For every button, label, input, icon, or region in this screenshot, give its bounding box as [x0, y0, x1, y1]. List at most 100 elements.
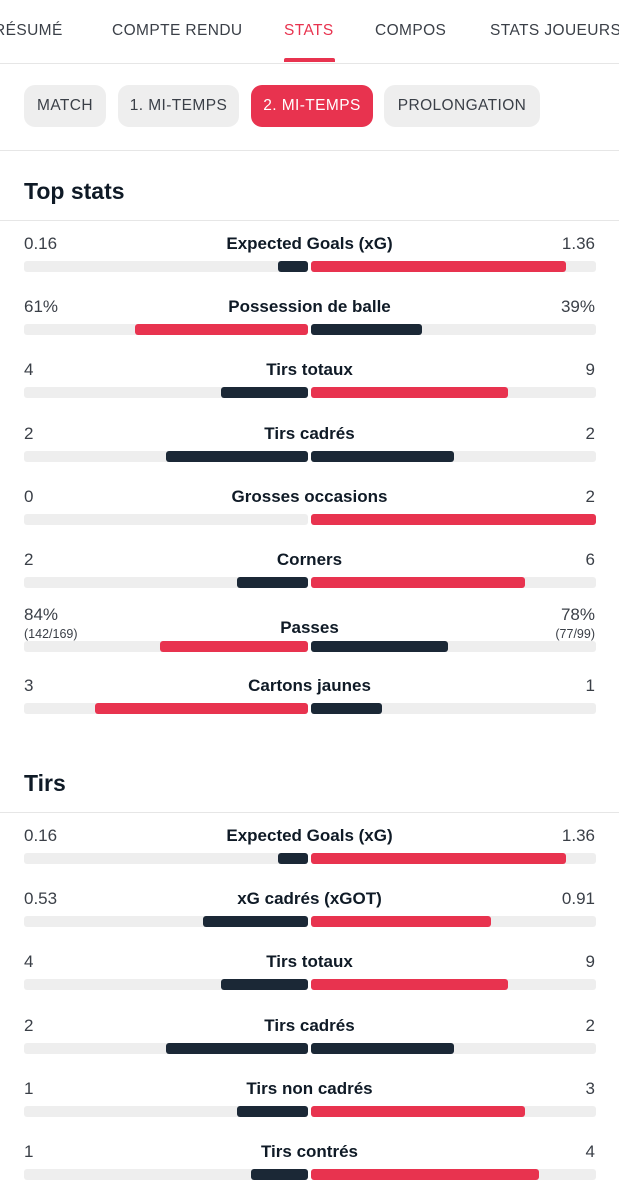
stat-label: Expected Goals (xG): [226, 234, 393, 253]
away-bar-track: [311, 577, 596, 588]
home-bar-track: [24, 450, 308, 462]
stat-row-passes: 84% Passes 78% (142/169) (77/99): [0, 605, 619, 668]
home-bar-track: [24, 1042, 308, 1054]
away-bar-fill: [311, 387, 508, 399]
stat-label: Grosses occasions: [231, 486, 388, 506]
stat-label: Possession de balle: [228, 297, 391, 317]
away-value: 9: [585, 360, 595, 380]
away-bar-fill: [311, 1042, 454, 1054]
home-value: 3: [24, 676, 34, 696]
away-bar-track: [311, 703, 596, 715]
away-value: 2: [585, 1015, 595, 1035]
tab-stats[interactable]: STATS: [284, 22, 334, 39]
home-bar-fill: [237, 577, 308, 588]
period-second-half-button[interactable]: 2. MI-TEMPS: [251, 85, 373, 127]
stat-label: Tirs non cadrés: [246, 1078, 373, 1098]
stat-label: Passes: [280, 618, 339, 638]
home-bar-fill: [251, 1169, 308, 1180]
home-bar-fill: [160, 641, 308, 653]
stat-row-tirs-cadres: 2 Tirs cadrés 2: [0, 1008, 619, 1071]
tab-resume[interactable]: RÉSUMÉ: [0, 22, 63, 39]
away-bar-track: [311, 641, 596, 653]
section-title-top-stats: Top stats: [24, 178, 125, 204]
stat-label: Cartons jaunes: [248, 676, 371, 696]
stat-row-corners: 2 Corners 6: [0, 542, 619, 605]
stat-label: Tirs cadrés: [264, 1015, 355, 1035]
stat-row-expected-goals-xg: 0.16 Expected Goals (xG) 1.36: [0, 226, 619, 289]
period-selector: MATCH 1. MI-TEMPS 2. MI-TEMPS PROLONGATI…: [0, 64, 619, 151]
stat-row-tirs-non-cadres: 1 Tirs non cadrés 3: [0, 1071, 619, 1134]
away-bar-fill: [311, 641, 448, 653]
away-value: 0.91: [561, 889, 595, 909]
home-value: 0.16: [24, 234, 58, 253]
away-bar-track: [311, 513, 596, 525]
home-bar-track: [24, 979, 308, 991]
home-value: 1: [24, 1078, 34, 1098]
stat-row-grosses-occasions: 0 Grosses occasions 2: [0, 479, 619, 542]
stats-tab-bar: RÉSUMÉ COMPTE RENDU STATS COMPOS STATS J…: [0, 0, 619, 64]
tab-compte-rendu[interactable]: COMPTE RENDU: [112, 22, 243, 39]
away-value: 3: [585, 1078, 595, 1098]
period-match-button[interactable]: MATCH: [24, 85, 106, 127]
stat-row-cartons-jaunes: 3 Cartons jaunes 1: [0, 668, 619, 731]
home-bar-track: [24, 324, 308, 336]
home-bar-fill: [166, 1042, 308, 1054]
home-bar-fill: [203, 916, 308, 928]
away-value: 4: [585, 1142, 595, 1161]
tab-compos[interactable]: COMPOS: [375, 22, 447, 39]
stat-label: Corners: [276, 550, 343, 569]
away-sub-value: (77/99): [555, 627, 595, 642]
away-bar-track: [311, 387, 596, 399]
away-bar-track: [311, 1042, 596, 1054]
home-value: 4: [24, 360, 34, 380]
home-value: 61%: [24, 297, 59, 317]
away-bar-fill: [311, 703, 382, 715]
away-bar-fill: [311, 513, 596, 525]
away-bar-track: [311, 1169, 596, 1180]
tab-stats-joueurs[interactable]: STATS JOUEURS: [490, 22, 619, 39]
stat-row-tirs-totaux: 4 Tirs totaux 9: [0, 352, 619, 415]
home-bar-track: [24, 703, 308, 715]
away-bar-fill: [311, 261, 566, 272]
home-value: 2: [24, 550, 34, 569]
stat-label: xG cadrés (xGOT): [237, 889, 382, 909]
away-bar-fill: [311, 577, 525, 588]
home-value: 4: [24, 952, 34, 972]
away-bar-fill: [311, 853, 566, 864]
away-value: 1.36: [561, 234, 595, 253]
home-value: 0: [24, 486, 34, 506]
stat-label: Tirs totaux: [266, 360, 353, 380]
stat-row-expected-goals-xg: 0.16 Expected Goals (xG) 1.36: [0, 818, 619, 881]
away-bar-fill: [311, 1169, 539, 1180]
stat-row-possession-de-balle: 61% Possession de balle 39%: [0, 289, 619, 352]
away-bar-track: [311, 916, 596, 928]
stat-label: Tirs totaux: [266, 952, 353, 972]
home-bar-fill: [237, 1105, 308, 1117]
home-bar-track: [24, 261, 308, 272]
home-value: 84%: [24, 605, 59, 625]
away-value: 6: [585, 550, 595, 569]
away-bar-fill: [311, 979, 508, 991]
home-bar-fill: [278, 261, 308, 272]
home-bar-track: [24, 916, 308, 928]
home-bar-track: [24, 513, 308, 525]
period-extra-time-button[interactable]: PROLONGATION: [384, 85, 540, 127]
away-bar-fill: [311, 450, 454, 462]
away-value: 78%: [560, 605, 595, 625]
home-value: 2: [24, 1015, 34, 1035]
home-sub-value: (142/169): [24, 627, 78, 642]
away-bar-fill: [311, 916, 491, 928]
away-bar-track: [311, 853, 596, 864]
home-value: 0.53: [24, 889, 58, 909]
home-value: 2: [24, 423, 34, 443]
period-first-half-button[interactable]: 1. MI-TEMPS: [118, 85, 239, 127]
away-value: 9: [585, 952, 595, 972]
away-value: 2: [585, 486, 595, 506]
home-bar-track: [24, 641, 308, 653]
home-bar-track: [24, 577, 308, 588]
away-value: 2: [585, 423, 595, 443]
home-bar-fill: [221, 979, 308, 991]
section-title-tirs: Tirs: [24, 770, 66, 796]
away-bar-fill: [311, 324, 422, 336]
away-bar-track: [311, 261, 596, 272]
